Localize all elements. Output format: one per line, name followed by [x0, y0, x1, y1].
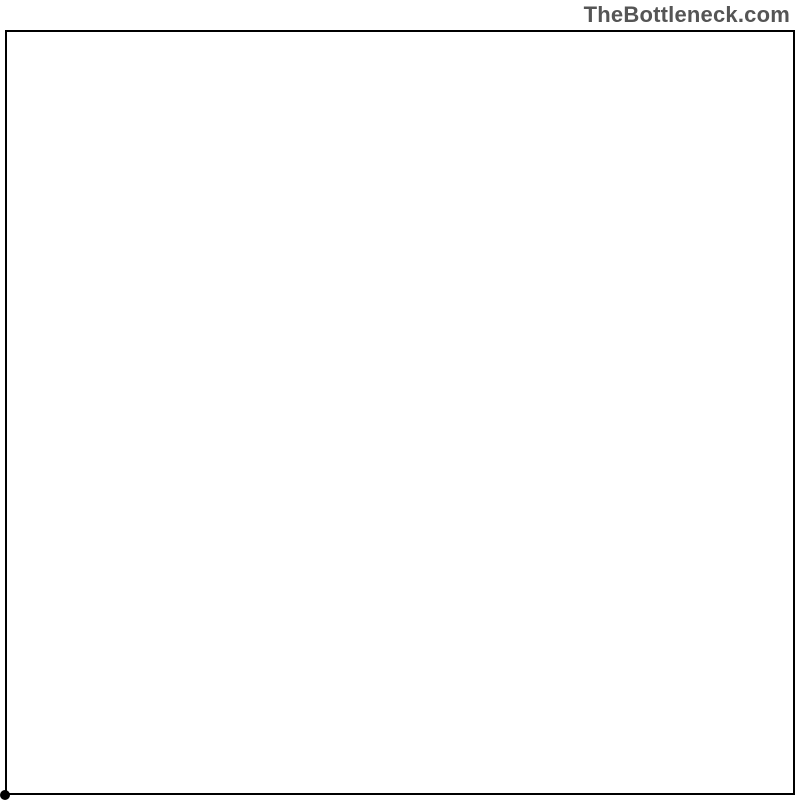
figure-container: TheBottleneck.com	[0, 0, 800, 800]
heatmap-canvas	[5, 30, 795, 795]
heatmap-plot	[5, 30, 795, 795]
watermark-text: TheBottleneck.com	[584, 2, 790, 28]
